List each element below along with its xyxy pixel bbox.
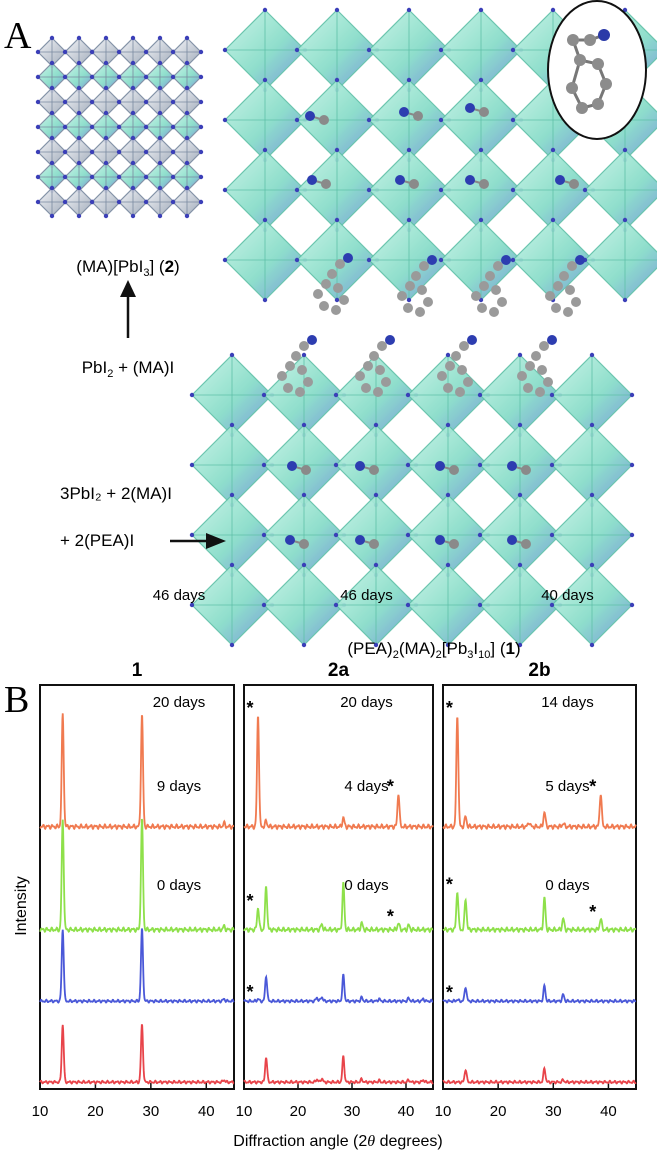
impurity-star-marker: * [446, 698, 453, 718]
x-tick-label: 30 [344, 1103, 361, 1120]
x-tick-label: 10 [236, 1103, 253, 1120]
chart-frame-2b [442, 684, 637, 1090]
series-line-2b-14-days [442, 892, 637, 934]
series-line-2a-46-days [243, 716, 434, 831]
series-label: 20 days [153, 694, 206, 711]
series-line-1-9-days [39, 928, 235, 1004]
series-label: 0 days [344, 877, 388, 894]
impurity-star-marker: * [247, 891, 254, 911]
impurity-star-marker: * [247, 698, 254, 718]
reaction-1-line2: + 2(PEA)I [60, 531, 134, 550]
x-tick-label: 40 [198, 1103, 215, 1120]
panel-b-label: B [4, 679, 29, 721]
series-label: 46 days [340, 587, 393, 604]
mapbi3-lattice-image [35, 35, 204, 219]
x-tick-label: 40 [398, 1103, 415, 1120]
series-label: 46 days [153, 587, 206, 604]
compound-2-label: (MA)[PbI3] (2) [76, 257, 179, 279]
impurity-star-marker: * [589, 902, 596, 922]
chart-frame-1 [39, 684, 235, 1090]
chart-frame-2a [243, 684, 434, 1090]
series-line-2a-4-days [243, 973, 434, 1004]
series-label: 4 days [344, 778, 388, 795]
chart-title-1: 1 [132, 660, 143, 681]
impurity-star-marker: * [589, 776, 596, 796]
y-axis-label: Intensity [13, 876, 30, 936]
reaction-2-label: PbI2 + (MA)I [82, 358, 175, 380]
series-label: 40 days [541, 587, 594, 604]
x-tick-label: 30 [545, 1103, 562, 1120]
x-axis-label: Diffraction angle (2θ degrees) [233, 1133, 442, 1150]
series-line-1-0-days [39, 1024, 235, 1085]
series-line-2b-0-days [442, 1065, 637, 1085]
reaction-arrow-right [170, 533, 226, 549]
pea-inset-icon [547, 0, 647, 140]
x-tick-label: 10 [435, 1103, 452, 1120]
x-tick-label: 10 [32, 1103, 49, 1120]
impurity-star-marker: * [446, 983, 453, 1003]
compound-1-label: (PEA)2(MA)2[Pb3I10] (1) [347, 639, 520, 661]
reaction-1-line1: 3PbI₂ + 2(MA)I [60, 484, 172, 503]
x-tick-label: 20 [290, 1103, 307, 1120]
impurity-star-marker: * [387, 776, 394, 796]
series-line-1-20-days [39, 818, 235, 934]
series-label: 0 days [545, 877, 589, 894]
impurity-star-marker: * [247, 982, 254, 1002]
x-tick-label: 20 [87, 1103, 104, 1120]
series-line-2b-40-days [442, 717, 637, 831]
series-label: 20 days [340, 694, 393, 711]
x-tick-label: 30 [143, 1103, 160, 1120]
series-line-2a-20-days [243, 881, 434, 934]
reaction-arrow-up [120, 280, 136, 338]
series-line-2a-0-days [243, 1055, 434, 1085]
series-line-2b-5-days [442, 982, 637, 1004]
series-label: 0 days [157, 877, 201, 894]
panel-a-label: A [4, 15, 32, 57]
series-label: 9 days [157, 778, 201, 795]
series-line-1-46-days [39, 713, 235, 831]
chart-title-2b: 2b [528, 660, 550, 681]
xrd-charts: 1 10 20 30 40 46 days 20 days 9 days 0 days 2a 10 2… [32, 587, 637, 1120]
x-tick-label: 20 [490, 1103, 507, 1120]
chart-title-2a: 2a [328, 660, 350, 681]
x-tick-label: 40 [600, 1103, 617, 1120]
layered-perovskite-image [189, 7, 657, 648]
series-label: 5 days [545, 778, 589, 795]
impurity-star-marker: * [387, 906, 394, 926]
impurity-star-marker: * [446, 875, 453, 895]
series-label: 14 days [541, 694, 594, 711]
